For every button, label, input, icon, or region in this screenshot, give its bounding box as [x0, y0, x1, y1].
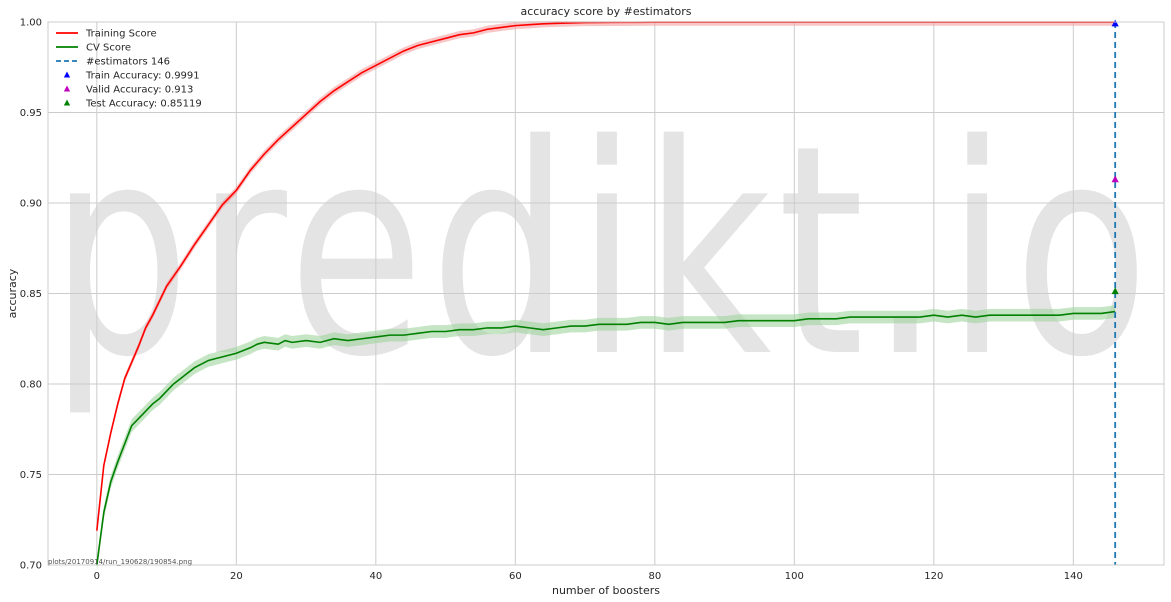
y-tick-label: 0.95	[20, 108, 42, 119]
legend-train-accuracy-swatch	[63, 71, 71, 78]
y-tick-label: 0.75	[20, 470, 42, 481]
x-tick-label: 20	[230, 571, 243, 582]
y-tick-label: 0.80	[20, 380, 42, 391]
watermark-logo: predikt.io	[50, 84, 1155, 421]
x-tick-labels: 0 20 40 60 80 100 120 140	[94, 571, 1083, 582]
y-tick-label: 0.85	[20, 289, 42, 300]
y-tick-label: 0.90	[20, 199, 42, 210]
train-accuracy-marker	[1111, 19, 1119, 27]
x-tick-label: 80	[648, 571, 661, 582]
legend: Training Score CV Score #estimators 146 Tra…	[56, 29, 202, 110]
x-axis-label: number of boosters	[552, 584, 660, 597]
legend-test-accuracy-swatch	[63, 99, 71, 106]
accuracy-markers	[1111, 19, 1119, 295]
y-tick-label: 0.70	[20, 561, 42, 572]
test-accuracy-marker	[1111, 287, 1119, 295]
footnote-path: plots/20170914/run_190628/190854.png	[48, 558, 192, 566]
y-tick-label: 1.00	[20, 18, 42, 29]
legend-test-accuracy-label: Test Accuracy: 0.85119	[85, 99, 202, 110]
x-tick-label: 40	[369, 571, 382, 582]
legend-train-accuracy-label: Train Accuracy: 0.9991	[85, 71, 200, 82]
legend-valid-accuracy-label: Valid Accuracy: 0.913	[86, 85, 193, 96]
legend-training-score-label: Training Score	[85, 29, 157, 40]
x-tick-label: 60	[509, 571, 522, 582]
x-tick-label: 120	[924, 571, 943, 582]
x-tick-label: 0	[94, 571, 100, 582]
x-tick-label: 140	[1064, 571, 1083, 582]
line-cv-score	[96, 310, 1116, 566]
plot-frame	[47, 21, 1165, 566]
y-axis-label: accuracy	[6, 268, 19, 318]
y-tick-labels: 0.70 0.75 0.80 0.85 0.90 0.95 1.00	[20, 18, 42, 572]
x-tick-label: 100	[785, 571, 804, 582]
legend-valid-accuracy-swatch	[63, 85, 71, 92]
legend-estimators-label: #estimators 146	[86, 57, 170, 68]
chart-title: accuracy score by #estimators	[520, 5, 691, 18]
valid-accuracy-marker	[1111, 175, 1119, 183]
legend-cv-score-label: CV Score	[86, 43, 131, 54]
